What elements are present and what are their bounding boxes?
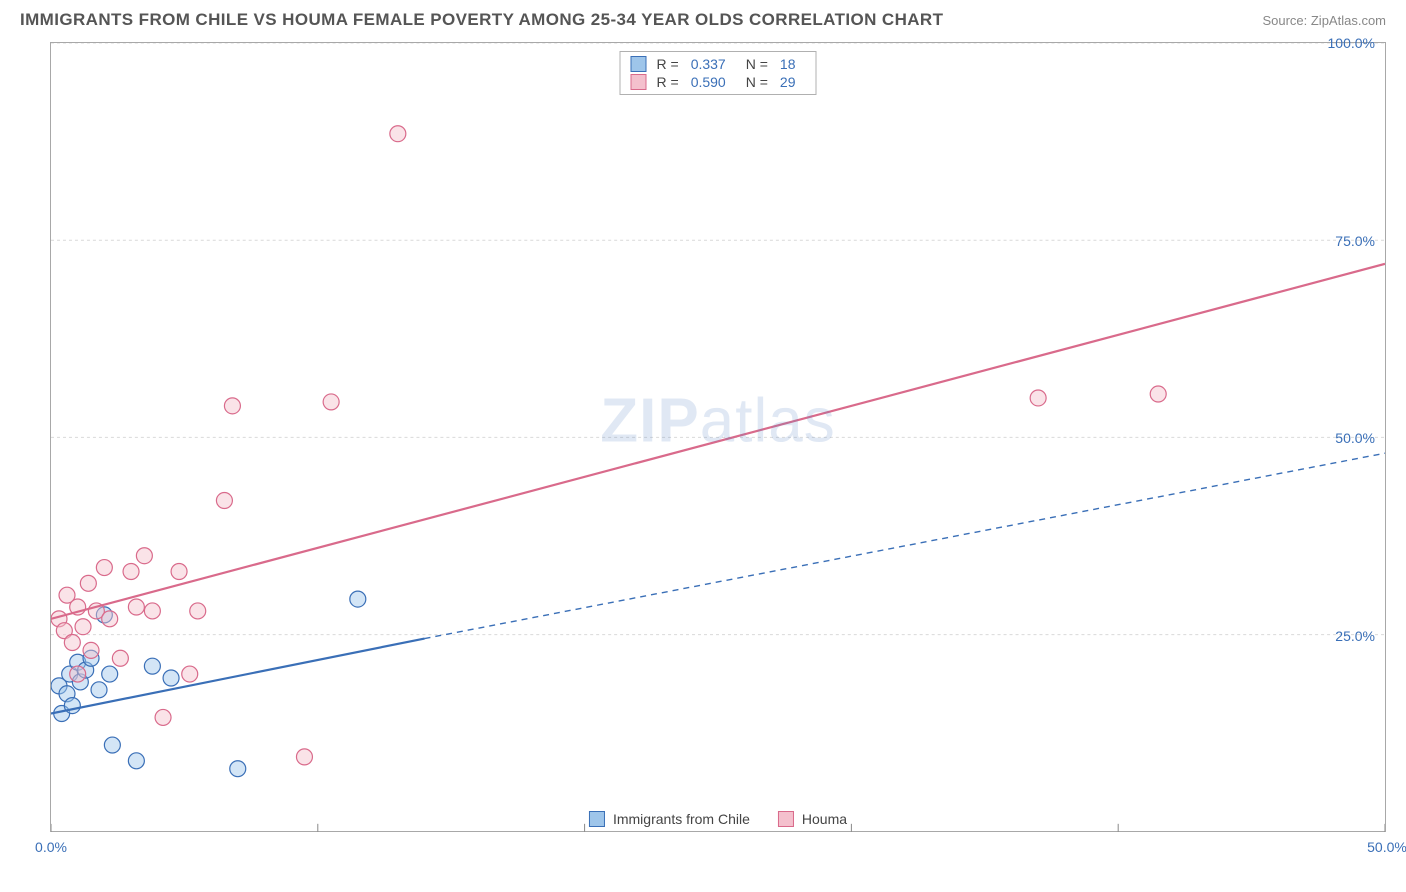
r-label: R = — [657, 74, 679, 90]
y-tick-label: 100.0% — [1328, 35, 1375, 51]
r-label: R = — [657, 56, 679, 72]
legend-item-houma: Houma — [778, 811, 847, 827]
source-attribution: Source: ZipAtlas.com — [1262, 13, 1386, 28]
scatter-plot — [51, 43, 1385, 832]
legend-stats-row-chile: R = 0.337 N = 18 — [631, 55, 806, 73]
x-tick-label: 0.0% — [35, 839, 67, 855]
legend-stats-row-houma: R = 0.590 N = 29 — [631, 73, 806, 91]
swatch-houma — [631, 74, 647, 90]
chart-title: IMMIGRANTS FROM CHILE VS HOUMA FEMALE PO… — [20, 10, 943, 30]
swatch-chile — [589, 811, 605, 827]
y-tick-label: 75.0% — [1335, 233, 1375, 249]
legend-series: Immigrants from Chile Houma — [589, 811, 847, 827]
legend-label: Immigrants from Chile — [613, 811, 750, 827]
swatch-houma — [778, 811, 794, 827]
chart-frame: ZIPatlas R = 0.337 N = 18 R = 0.590 N = … — [50, 42, 1386, 832]
legend-label: Houma — [802, 811, 847, 827]
n-value-houma: 29 — [780, 74, 796, 90]
r-value-chile: 0.337 — [691, 56, 726, 72]
x-tick-label: 50.0% — [1367, 839, 1406, 855]
r-value-houma: 0.590 — [691, 74, 726, 90]
legend-item-chile: Immigrants from Chile — [589, 811, 750, 827]
y-tick-label: 50.0% — [1335, 430, 1375, 446]
legend-stats: R = 0.337 N = 18 R = 0.590 N = 29 — [620, 51, 817, 95]
y-tick-label: 25.0% — [1335, 628, 1375, 644]
n-value-chile: 18 — [780, 56, 796, 72]
n-label: N = — [746, 56, 768, 72]
n-label: N = — [746, 74, 768, 90]
swatch-chile — [631, 56, 647, 72]
